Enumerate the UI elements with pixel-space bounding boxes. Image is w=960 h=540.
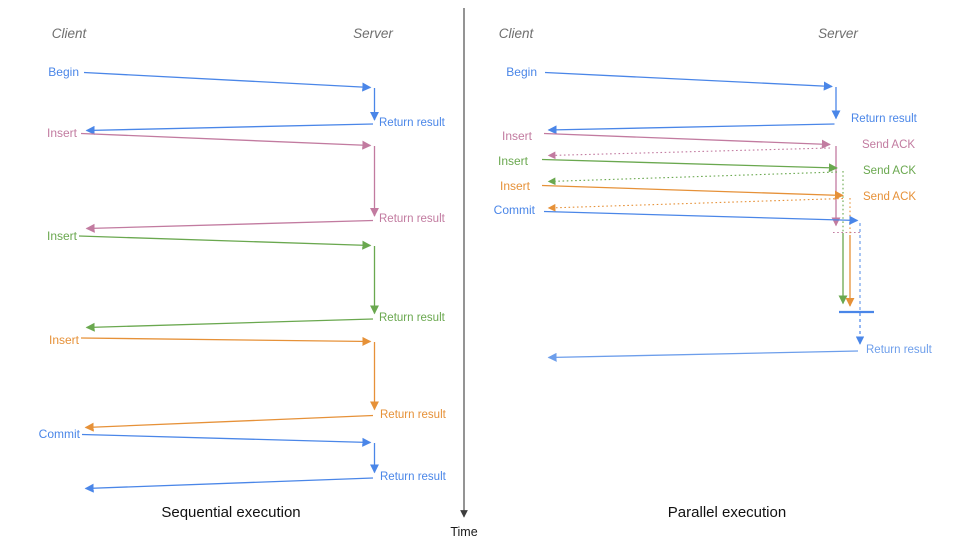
time-axis: Time	[450, 8, 478, 539]
sequential-caption: Sequential execution	[161, 504, 300, 521]
seq-commit-request-arrow	[81, 433, 372, 447]
par-server-header: Server	[818, 26, 858, 41]
par-step-begin: Begin Return result	[506, 65, 918, 135]
seq-insert2-label: Insert	[47, 229, 78, 243]
seq-begin-request-arrow	[83, 71, 372, 92]
seq-insert1-label: Insert	[47, 126, 78, 140]
seq-step-insert-3: Insert Return result	[49, 333, 447, 432]
par-insert3-label: Insert	[500, 179, 531, 193]
seq-server-header: Server	[353, 26, 393, 41]
par-join-and-return: Return result	[547, 310, 933, 362]
seq-insert1-request-arrow	[80, 132, 372, 150]
par-client-header: Client	[499, 26, 535, 41]
seq-insert2-response-arrow	[85, 318, 374, 332]
par-insert2-request-arrow	[541, 158, 838, 173]
par-step-insert-3: Insert Send ACK	[500, 179, 916, 307]
sequential-diagram: Client Server Begin Return result Insert…	[39, 26, 447, 521]
par-commit-request-arrow	[543, 210, 859, 225]
seq-insert2-request-arrow	[78, 235, 372, 250]
par-final-response-arrow	[547, 350, 859, 362]
seq-insert2-response-label: Return result	[379, 312, 446, 324]
seq-insert3-request-arrow	[80, 336, 372, 346]
par-commit-label: Commit	[494, 203, 536, 217]
par-begin-response-label: Return result	[851, 113, 918, 125]
par-insert1-ack-label: Send ACK	[862, 139, 915, 151]
seq-commit-response-arrow	[84, 477, 374, 493]
seq-insert1-response-label: Return result	[379, 213, 446, 225]
par-insert3-ack-label: Send ACK	[863, 191, 916, 203]
par-insert1-label: Insert	[502, 129, 533, 143]
seq-client-header: Client	[52, 26, 88, 41]
par-step-insert-1: Insert Send ACK	[502, 129, 915, 234]
par-insert3-request-arrow	[541, 184, 844, 200]
par-begin-label: Begin	[506, 65, 537, 79]
par-step-insert-2: Insert Send ACK	[498, 154, 916, 305]
parallel-caption: Parallel execution	[668, 504, 786, 521]
par-insert2-ack-label: Send ACK	[863, 165, 916, 177]
seq-step-insert-1: Insert Return result	[47, 126, 446, 233]
seq-begin-response-label: Return result	[379, 117, 446, 129]
time-axis-label: Time	[450, 525, 477, 539]
seq-commit-response-label: Return result	[380, 471, 447, 483]
par-begin-response-arrow	[547, 123, 835, 135]
par-insert2-label: Insert	[498, 154, 529, 168]
seq-begin-label: Begin	[48, 65, 79, 79]
par-insert3-ack-arrow	[547, 197, 844, 212]
seq-step-insert-2: Insert Return result	[47, 229, 446, 332]
par-final-response-label: Return result	[866, 344, 933, 356]
seq-insert3-label: Insert	[49, 333, 80, 347]
seq-insert3-response-arrow	[84, 414, 374, 432]
seq-begin-response-arrow	[85, 123, 374, 135]
par-insert2-ack-arrow	[547, 171, 838, 186]
parallel-diagram: Client Server Begin Return result Insert…	[494, 26, 933, 521]
seq-insert3-response-label: Return result	[380, 409, 447, 421]
par-insert1-request-arrow	[543, 132, 831, 149]
par-step-commit: Commit	[494, 203, 861, 311]
seq-step-commit: Commit Return result	[39, 427, 447, 493]
seq-insert1-response-arrow	[85, 219, 374, 233]
par-insert1-ack-arrow	[547, 147, 831, 160]
par-begin-request-arrow	[544, 71, 833, 91]
seq-commit-label: Commit	[39, 427, 81, 441]
seq-step-begin: Begin Return result	[48, 65, 446, 135]
